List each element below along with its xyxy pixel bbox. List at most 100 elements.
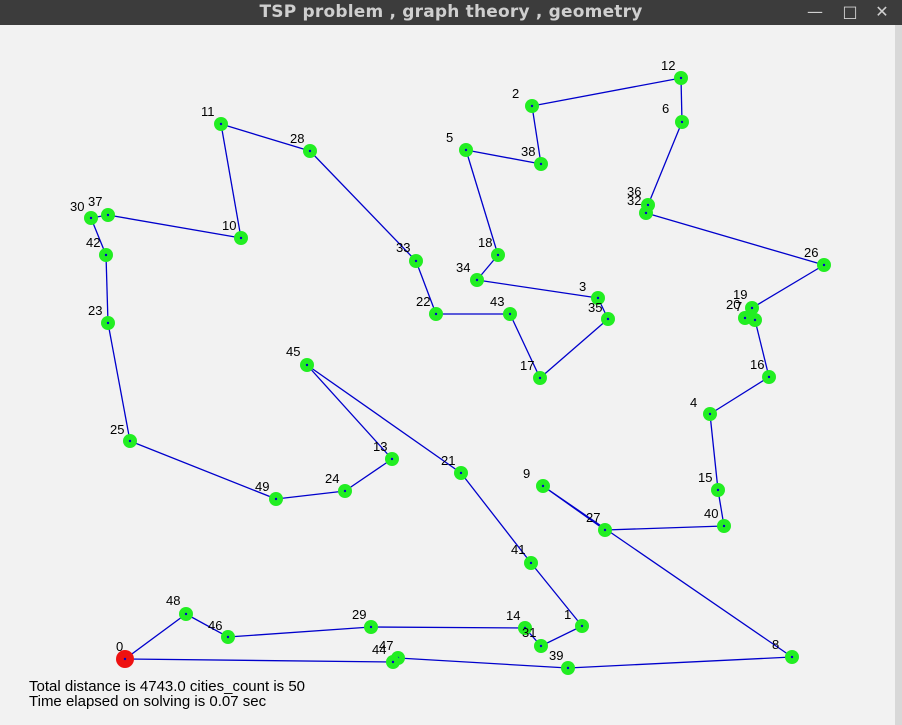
- city-label: 24: [325, 471, 339, 486]
- tour-edge: [567, 656, 793, 669]
- city-node: [674, 71, 688, 85]
- city-label: 41: [511, 542, 525, 557]
- tour-edge: [227, 626, 372, 638]
- city-node: [454, 466, 468, 480]
- city-node: [409, 254, 423, 268]
- city-label: 42: [86, 235, 100, 250]
- city-label: 31: [522, 625, 536, 640]
- city-label: 10: [222, 218, 236, 233]
- city-label: 4: [690, 395, 697, 410]
- city-node: [601, 312, 615, 326]
- city-label: 33: [396, 240, 410, 255]
- city-node: [703, 407, 717, 421]
- city-label: 19: [733, 287, 747, 302]
- city-label: 26: [804, 245, 818, 260]
- city-label: 6: [662, 101, 669, 116]
- tour-edge: [309, 150, 417, 262]
- window-titlebar[interactable]: TSP problem , graph theory , geometry — …: [0, 0, 902, 25]
- close-icon[interactable]: ✕: [875, 2, 889, 21]
- city-node: [101, 316, 115, 330]
- city-node: [364, 620, 378, 634]
- tour-edge: [531, 77, 682, 107]
- city-node: [269, 492, 283, 506]
- tour-edge: [709, 413, 719, 491]
- tour-edge: [542, 485, 793, 658]
- start-city-node: [116, 650, 134, 668]
- city-label: 17: [520, 358, 534, 373]
- city-node: [234, 231, 248, 245]
- city-label: 5: [446, 130, 453, 145]
- city-node: [101, 208, 115, 222]
- tour-edge: [460, 472, 532, 564]
- background-window-edge: [895, 25, 902, 725]
- tour-edge: [220, 123, 242, 239]
- city-node: [123, 434, 137, 448]
- window-title: TSP problem , graph theory , geometry: [259, 2, 643, 22]
- city-label: 12: [661, 58, 675, 73]
- tour-edge: [465, 149, 542, 165]
- city-node: [534, 157, 548, 171]
- tour-edge: [680, 77, 683, 123]
- tour-edge: [647, 121, 683, 206]
- tour-edge: [275, 490, 346, 500]
- city-node: [303, 144, 317, 158]
- city-label: 11: [201, 104, 215, 119]
- city-node: [459, 143, 473, 157]
- city-label: 23: [88, 303, 102, 318]
- city-label: 48: [166, 593, 180, 608]
- city-label: 7: [735, 299, 742, 314]
- tour-edge: [124, 613, 187, 660]
- city-node: [711, 483, 725, 497]
- tour-edge: [709, 376, 770, 415]
- city-label: 38: [521, 144, 535, 159]
- city-label: 37: [88, 194, 102, 209]
- tour-edge: [129, 440, 277, 500]
- tour-edge: [530, 562, 583, 627]
- city-node: [598, 523, 612, 537]
- city-label: 47: [379, 638, 393, 653]
- city-label: 49: [255, 479, 269, 494]
- city-node: [503, 307, 517, 321]
- city-node: [338, 484, 352, 498]
- total-distance-text: Total distance is 4743.0 cities_count is…: [29, 678, 305, 695]
- city-node: [534, 639, 548, 653]
- city-label: 21: [441, 453, 455, 468]
- city-node: [84, 211, 98, 225]
- city-node: [575, 619, 589, 633]
- time-elapsed-text: Time elapsed on solving is 0.07 sec: [29, 693, 267, 710]
- tour-edge: [344, 458, 393, 492]
- minimize-icon[interactable]: —: [807, 2, 823, 21]
- tour-edge: [370, 626, 526, 629]
- city-node: [591, 291, 605, 305]
- city-node: [214, 117, 228, 131]
- city-label: 35: [588, 300, 602, 315]
- city-label: 1: [564, 607, 571, 622]
- city-label: 34: [456, 260, 470, 275]
- city-node: [536, 479, 550, 493]
- maximize-icon[interactable]: □: [842, 2, 858, 21]
- tour-edge: [107, 322, 131, 442]
- city-label: 22: [416, 294, 430, 309]
- city-label: 43: [490, 294, 504, 309]
- city-node: [99, 248, 113, 262]
- city-node: [386, 655, 400, 669]
- city-label: 25: [110, 422, 124, 437]
- tour-edge: [539, 318, 609, 379]
- city-label: 36: [627, 184, 641, 199]
- city-node: [639, 206, 653, 220]
- tour-edge: [415, 260, 437, 315]
- tour-edge: [124, 658, 394, 663]
- city-label: 8: [772, 637, 779, 652]
- tour-edge: [306, 364, 462, 474]
- city-node: [221, 630, 235, 644]
- city-label: 44: [372, 642, 386, 657]
- city-label: 27: [586, 510, 600, 525]
- tour-edge: [465, 149, 499, 256]
- tour-edge: [220, 123, 311, 152]
- tour-edge: [397, 657, 569, 669]
- tour-edge: [754, 319, 770, 378]
- city-node: [300, 358, 314, 372]
- city-label: 13: [373, 439, 387, 454]
- city-label: 45: [286, 344, 300, 359]
